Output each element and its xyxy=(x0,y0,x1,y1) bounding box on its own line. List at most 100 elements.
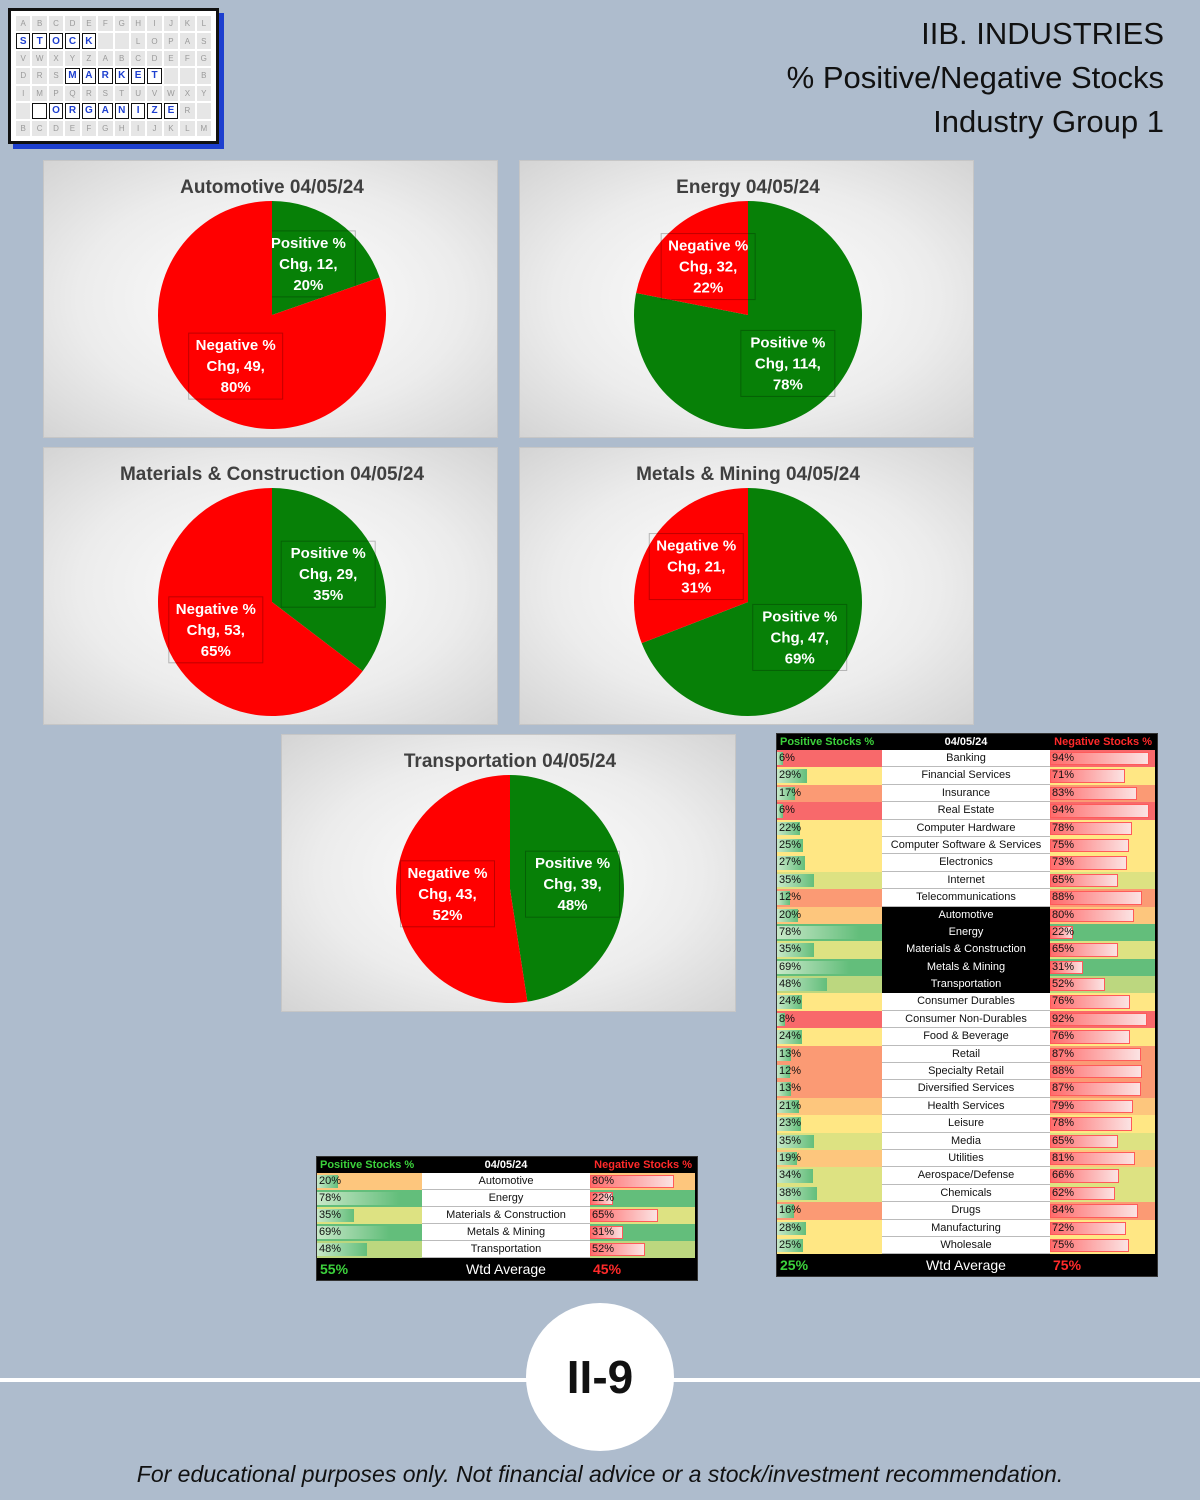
table-header: Positive Stocks % 04/05/24 Negative Stocks… xyxy=(317,1157,697,1173)
negative-data-bar xyxy=(1050,873,1119,888)
pie-slice-positive xyxy=(641,488,862,716)
positive-pct-cell: 35% xyxy=(777,1132,882,1150)
logo-letter: T xyxy=(147,68,162,84)
logo-letter: D xyxy=(147,50,162,67)
negative-pct-value: 22% xyxy=(1052,925,1075,938)
positive-pct-cell: 35% xyxy=(777,941,882,959)
pie-label-box xyxy=(399,860,495,928)
negative-data-bar xyxy=(1050,978,1105,992)
logo-letter: B xyxy=(32,16,47,32)
negative-data-bar xyxy=(1050,804,1149,818)
pie-label-text: Chg, 12, xyxy=(279,256,337,273)
positive-pct-value: 69% xyxy=(319,1226,342,1238)
industry-name-cell: Internet xyxy=(882,871,1050,890)
logo-letter: E xyxy=(81,16,97,32)
logo-letter: G xyxy=(114,16,129,32)
industry-name-cell: Automotive xyxy=(882,906,1050,924)
industry-name-cell: Computer Hardware xyxy=(882,819,1050,837)
positive-data-bar xyxy=(777,978,828,992)
positive-pct-cell: 12% xyxy=(777,1063,882,1081)
logo-letter xyxy=(180,68,195,84)
negative-pct-value: 87% xyxy=(1052,1047,1075,1060)
logo-letter: U xyxy=(130,85,146,102)
positive-data-bar xyxy=(777,1238,804,1253)
industry-name-cell: Diversified Services xyxy=(882,1080,1050,1098)
pie-label-text: Chg, 21, xyxy=(667,559,725,576)
pie-label-text: Chg, 32, xyxy=(679,259,737,276)
negative-pct-cell: 75% xyxy=(1050,836,1155,855)
industry-name-cell: Real Estate xyxy=(882,802,1050,820)
positive-pct-value: 25% xyxy=(779,838,802,851)
logo-letter: A xyxy=(98,103,113,119)
table-row: 19% Utilities 81% xyxy=(777,1149,1157,1168)
pie-label-text: 35% xyxy=(313,587,343,604)
positive-pct-value: 29% xyxy=(779,769,802,782)
industry-name-cell: Metals & Mining xyxy=(422,1224,590,1241)
positive-data-bar xyxy=(777,943,814,957)
disclaimer-text: For educational purposes only. Not finan… xyxy=(136,1461,1064,1487)
positive-data-bar xyxy=(317,1192,399,1205)
table-row: 25% Computer Software & Services 75% xyxy=(777,836,1157,855)
positive-data-bar xyxy=(777,1134,814,1148)
negative-data-bar xyxy=(1050,769,1125,783)
table-row: 69% Metals & Mining 31% xyxy=(317,1224,697,1241)
positive-pct-cell: 12% xyxy=(777,889,882,907)
logo-letter: W xyxy=(163,85,179,102)
negative-pct-value: 78% xyxy=(1052,1117,1075,1130)
negative-pct-cell: 76% xyxy=(1050,993,1155,1011)
pie-label-text: 48% xyxy=(558,897,588,914)
negative-pct-value: 65% xyxy=(1052,873,1075,886)
logo-letter: E xyxy=(163,103,179,119)
industry-name-cell: Financial Services xyxy=(882,767,1050,785)
footer-label: Wtd Average xyxy=(466,1261,546,1277)
negative-pct-value: 84% xyxy=(1052,1204,1075,1217)
negative-pct-value: 31% xyxy=(1052,960,1075,973)
logo-letter: F xyxy=(180,50,195,67)
logo-letter: I xyxy=(130,120,146,136)
positive-pct-value: 12% xyxy=(779,891,802,904)
negative-data-bar xyxy=(1050,838,1129,853)
table-row: 17% Insurance 83% xyxy=(777,784,1157,803)
header-line-1: IIB. INDUSTRIES xyxy=(921,16,1164,51)
logo-letter: K xyxy=(81,33,97,49)
negative-pct-cell: 78% xyxy=(1050,1115,1155,1133)
logo-letter: M xyxy=(65,68,80,84)
positive-pct-cell: 78% xyxy=(317,1190,422,1207)
table-row: 12% Specialty Retail 88% xyxy=(777,1063,1157,1081)
positive-pct-value: 25% xyxy=(779,1238,802,1251)
positive-pct-value: 38% xyxy=(779,1186,802,1199)
logo-letter xyxy=(98,33,113,49)
footer-negative-average: 75% xyxy=(1053,1257,1082,1274)
logo-letter: D xyxy=(48,120,64,136)
positive-pct-value: 12% xyxy=(779,1065,802,1078)
logo-letter: K xyxy=(114,68,129,84)
pie-label-box xyxy=(660,233,756,301)
pie-chart-metals-mining: Metals & Mining 04/05/24 Positive % Chg, 4… xyxy=(519,447,974,725)
positive-pct-value: 17% xyxy=(779,786,802,799)
negative-pct-cell: 73% xyxy=(1050,854,1155,872)
industry-name-cell: Energy xyxy=(422,1190,590,1207)
pie-chart-svg: Automotive 04/05/24 Positive % Chg, 12, 20%… xyxy=(158,177,386,429)
negative-pct-cell: 22% xyxy=(590,1190,695,1207)
industry-name-cell: Specialty Retail xyxy=(882,1063,1050,1081)
logo-letter: L xyxy=(130,33,146,49)
logo-letter: I xyxy=(147,16,162,32)
positive-pct-cell: 25% xyxy=(777,836,882,855)
pie-chart-svg: Energy 04/05/24 Positive % Chg, 114, 78% Neg… xyxy=(634,177,862,429)
positive-pct-value: 19% xyxy=(779,1151,802,1164)
table-row: 20% Automotive 80% xyxy=(777,906,1157,924)
negative-data-bar xyxy=(1050,1134,1119,1148)
positive-data-bar xyxy=(777,1082,791,1096)
negative-pct-cell: 52% xyxy=(1050,976,1155,994)
pie-label-text: 31% xyxy=(681,580,711,597)
pie-slice-negative xyxy=(157,488,363,716)
table-row: 23% Leisure 78% xyxy=(777,1115,1157,1133)
footer-positive-average: 25% xyxy=(780,1257,809,1274)
table-row: 34% Aerospace/Defense 66% xyxy=(777,1167,1157,1185)
logo-letter: L xyxy=(196,16,211,32)
positive-pct-cell: 16% xyxy=(777,1202,882,1220)
table-row: 13% Diversified Services 87% xyxy=(777,1080,1157,1098)
table-row: 24% Food & Beverage 76% xyxy=(777,1028,1157,1046)
logo-letter: M xyxy=(32,85,47,102)
